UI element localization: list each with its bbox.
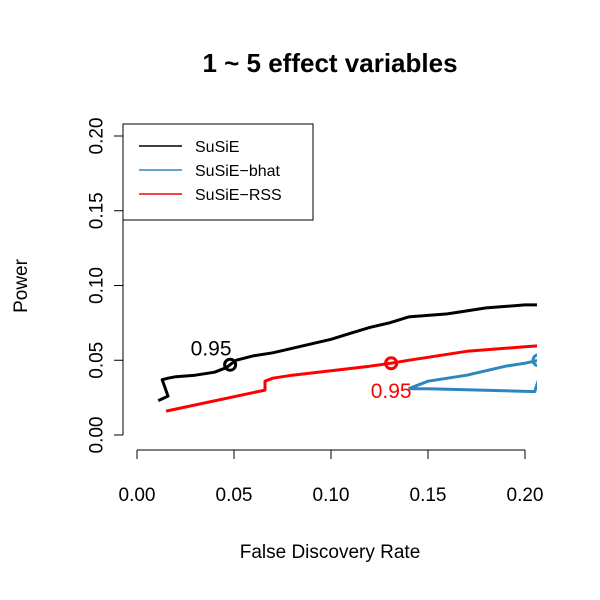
series-line-2 xyxy=(165,344,537,413)
plot-area: 0.95 0.95 xyxy=(157,303,537,413)
legend-label-2: SuSiE−RSS xyxy=(195,187,282,204)
chart-title: 1 ~ 5 effect variables xyxy=(202,48,457,78)
legend-box xyxy=(122,123,314,221)
y-tick-label: 0.20 xyxy=(87,118,108,155)
series-line-1 xyxy=(408,359,537,394)
series-line-0 xyxy=(157,303,537,402)
marker-annotation-2: 0.95 xyxy=(371,380,412,403)
legend-label-0: SuSiE xyxy=(195,139,239,156)
series-marker-1 xyxy=(531,353,537,368)
series-marker-2 xyxy=(384,356,399,371)
legend-label-1: SuSiE−bhat xyxy=(195,163,281,180)
x-tick-label: 0.10 xyxy=(313,485,350,506)
legend: SuSiE SuSiE−bhat SuSiE−RSS xyxy=(122,123,314,221)
x-tick-label: 0.20 xyxy=(507,485,544,506)
y-tick-label: 0.10 xyxy=(87,267,108,304)
x-tick-label: 0.15 xyxy=(410,485,447,506)
marker-annotation-0: 0.95 xyxy=(191,338,232,361)
y-tick-label: 0.15 xyxy=(87,192,108,229)
y-tick-label: 0.05 xyxy=(87,342,108,379)
x-axis-label: False Discovery Rate xyxy=(240,542,421,563)
x-tick-label: 0.05 xyxy=(216,485,253,506)
x-tick-label: 0.00 xyxy=(119,485,156,506)
y-tick-label: 0.00 xyxy=(87,417,108,454)
series-marker-0 xyxy=(223,357,238,372)
axes: 0.00 0.05 0.10 0.15 0.20 0.00 0.05 0.10 0.15 0.20 xyxy=(87,118,544,506)
y-axis-label: Power xyxy=(11,258,32,313)
